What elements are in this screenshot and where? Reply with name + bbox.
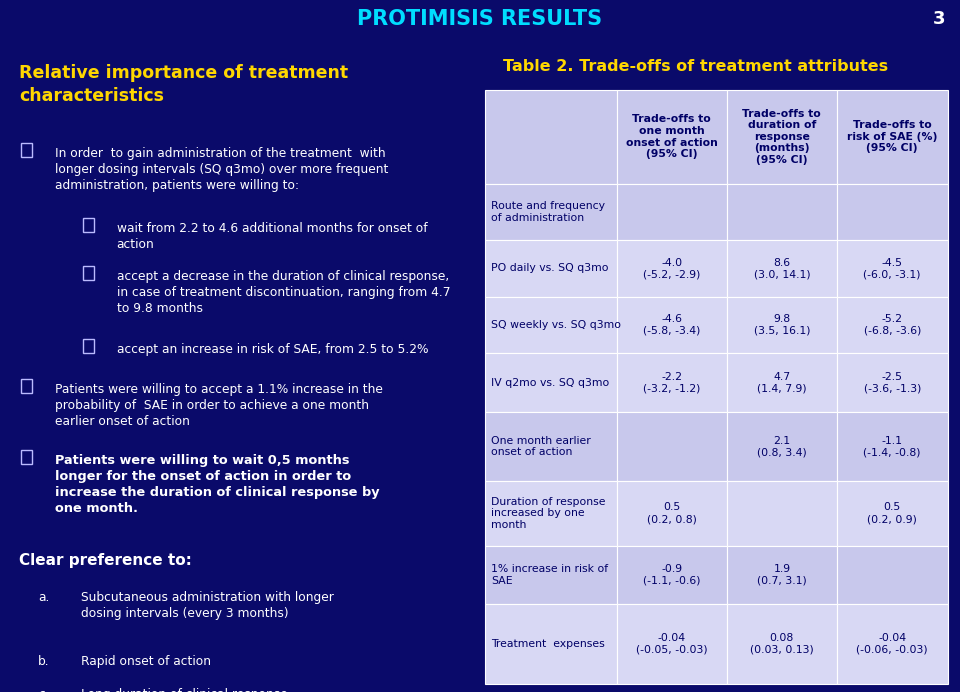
Bar (616, 240, 727, 297)
Bar (84, 219, 94, 233)
Bar (727, 90, 837, 184)
Bar (727, 546, 837, 603)
Text: Rapid onset of action: Rapid onset of action (81, 655, 211, 668)
Bar (727, 240, 837, 297)
Text: 9.8
(3.5, 16.1): 9.8 (3.5, 16.1) (754, 314, 810, 336)
Text: Patients were willing to wait 0,5 months
longer for the onset of action in order: Patients were willing to wait 0,5 months… (55, 454, 379, 515)
Text: Long duration of clinical response: Long duration of clinical response (81, 688, 288, 692)
Text: c.: c. (38, 688, 49, 692)
Text: 0.5
(0.2, 0.9): 0.5 (0.2, 0.9) (867, 502, 917, 524)
Bar (485, 184, 616, 240)
Bar (837, 412, 948, 481)
Bar (727, 297, 837, 353)
Bar (21, 379, 32, 393)
Bar (485, 240, 616, 297)
Bar (485, 412, 616, 481)
Text: 1% increase in risk of
SAE: 1% increase in risk of SAE (492, 564, 609, 585)
Bar (616, 184, 727, 240)
Bar (837, 481, 948, 546)
Text: 1.9
(0.7, 3.1): 1.9 (0.7, 3.1) (757, 564, 806, 585)
Text: -4.0
(-5.2, -2.9): -4.0 (-5.2, -2.9) (643, 257, 701, 279)
Bar (616, 481, 727, 546)
Bar (616, 546, 727, 603)
Bar (84, 339, 94, 354)
Bar (837, 546, 948, 603)
Text: Relative importance of treatment
characteristics: Relative importance of treatment charact… (19, 64, 348, 104)
Text: wait from 2.2 to 4.6 additional months for onset of
action: wait from 2.2 to 4.6 additional months f… (116, 222, 427, 251)
Text: One month earlier
onset of action: One month earlier onset of action (492, 436, 591, 457)
Bar (485, 297, 616, 353)
Text: Trade-offs to
one month
onset of action
(95% CI): Trade-offs to one month onset of action … (626, 114, 718, 159)
Text: Table 2. Trade-offs of treatment attributes: Table 2. Trade-offs of treatment attribu… (503, 59, 889, 74)
Bar (616, 603, 727, 684)
Bar (485, 481, 616, 546)
Text: 0.08
(0.03, 0.13): 0.08 (0.03, 0.13) (750, 632, 814, 655)
Text: 2.1
(0.8, 3.4): 2.1 (0.8, 3.4) (757, 436, 806, 457)
Bar (837, 603, 948, 684)
Bar (727, 353, 837, 412)
Text: -1.1
(-1.4, -0.8): -1.1 (-1.4, -0.8) (863, 436, 921, 457)
Text: -5.2
(-6.8, -3.6): -5.2 (-6.8, -3.6) (864, 314, 921, 336)
Text: 0.5
(0.2, 0.8): 0.5 (0.2, 0.8) (647, 502, 697, 524)
Bar (84, 266, 94, 280)
Text: 3: 3 (933, 10, 946, 28)
Bar (485, 603, 616, 684)
Bar (727, 412, 837, 481)
Text: -2.5
(-3.6, -1.3): -2.5 (-3.6, -1.3) (864, 372, 921, 394)
Text: Trade-offs to
duration of
response
(months)
(95% CI): Trade-offs to duration of response (mont… (742, 109, 821, 165)
Bar (837, 353, 948, 412)
Text: Clear preference to:: Clear preference to: (19, 553, 192, 567)
Text: Duration of response
increased by one
month: Duration of response increased by one mo… (492, 497, 606, 530)
Text: -0.9
(-1.1, -0.6): -0.9 (-1.1, -0.6) (643, 564, 701, 585)
Text: 8.6
(3.0, 14.1): 8.6 (3.0, 14.1) (754, 257, 810, 279)
Text: Treatment  expenses: Treatment expenses (492, 639, 605, 648)
Text: Patients were willing to accept a 1.1% increase in the
probability of  SAE in or: Patients were willing to accept a 1.1% i… (55, 383, 383, 428)
Text: SQ weekly vs. SQ q3mo: SQ weekly vs. SQ q3mo (492, 320, 621, 330)
Text: Route and frequency
of administration: Route and frequency of administration (492, 201, 606, 223)
Bar (837, 184, 948, 240)
Text: -0.04
(-0.05, -0.03): -0.04 (-0.05, -0.03) (636, 632, 708, 655)
Bar (485, 90, 616, 184)
Text: -0.04
(-0.06, -0.03): -0.04 (-0.06, -0.03) (856, 632, 928, 655)
Bar (837, 90, 948, 184)
Bar (616, 353, 727, 412)
Text: -4.6
(-5.8, -3.4): -4.6 (-5.8, -3.4) (643, 314, 701, 336)
Text: accept a decrease in the duration of clinical response,
in case of treatment dis: accept a decrease in the duration of cli… (116, 270, 450, 315)
Text: In order  to gain administration of the treatment  with
longer dosing intervals : In order to gain administration of the t… (55, 147, 388, 192)
Text: a.: a. (38, 591, 50, 604)
Bar (837, 297, 948, 353)
Text: PROTIMISIS RESULTS: PROTIMISIS RESULTS (357, 9, 603, 29)
Text: -4.5
(-6.0, -3.1): -4.5 (-6.0, -3.1) (863, 257, 921, 279)
Text: accept an increase in risk of SAE, from 2.5 to 5.2%: accept an increase in risk of SAE, from … (116, 343, 428, 356)
Bar (616, 412, 727, 481)
Bar (21, 450, 32, 464)
Bar (837, 240, 948, 297)
Bar (727, 184, 837, 240)
Bar (485, 353, 616, 412)
Bar (21, 143, 32, 157)
Bar (727, 603, 837, 684)
Text: IV q2mo vs. SQ q3mo: IV q2mo vs. SQ q3mo (492, 378, 610, 388)
Bar (485, 546, 616, 603)
Text: -2.2
(-3.2, -1.2): -2.2 (-3.2, -1.2) (643, 372, 701, 394)
Text: 4.7
(1.4, 7.9): 4.7 (1.4, 7.9) (757, 372, 806, 394)
Bar (616, 90, 727, 184)
Bar (616, 297, 727, 353)
Text: Subcutaneous administration with longer
dosing intervals (every 3 months): Subcutaneous administration with longer … (81, 591, 334, 620)
Text: PO daily vs. SQ q3mo: PO daily vs. SQ q3mo (492, 264, 609, 273)
Text: Trade-offs to
risk of SAE (%)
(95% CI): Trade-offs to risk of SAE (%) (95% CI) (847, 120, 937, 154)
Text: b.: b. (38, 655, 50, 668)
Bar (727, 481, 837, 546)
